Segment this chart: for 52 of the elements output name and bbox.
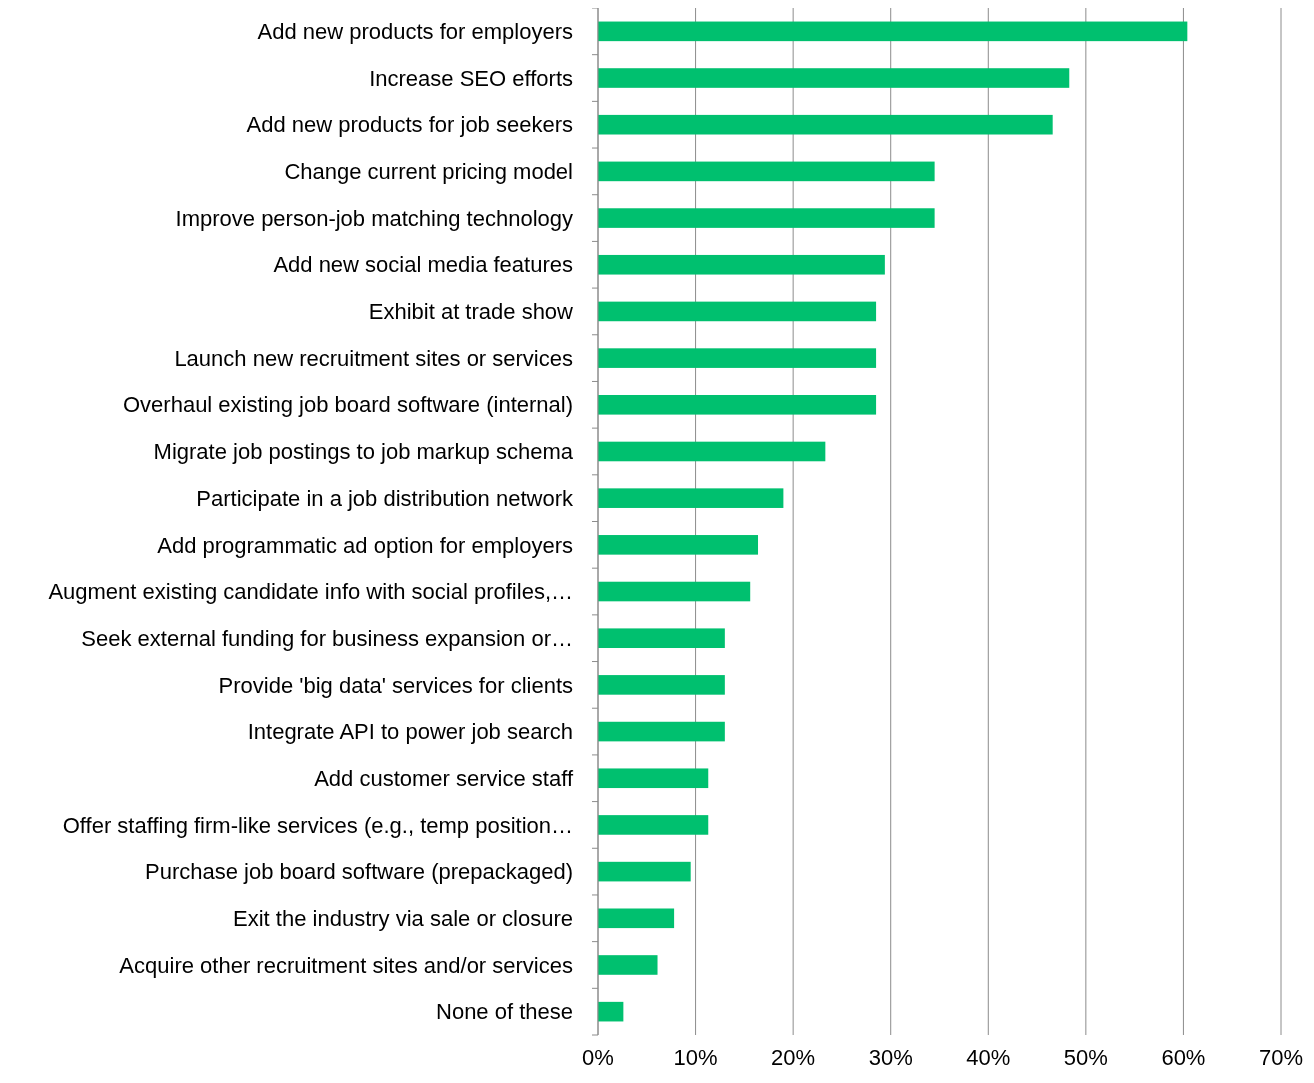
x-tick-label: 50% <box>1063 1045 1108 1070</box>
bar <box>598 581 751 602</box>
y-tick-label: Add new social media features <box>273 252 573 278</box>
y-tick-label: Seek external funding for business expansion or… <box>81 625 573 651</box>
y-tick-label: Increase SEO efforts <box>369 65 573 91</box>
bar <box>598 254 885 275</box>
y-tick-label: Purchase job board software (prepackaged) <box>144 859 573 885</box>
bar <box>598 768 709 789</box>
y-tick-label: Overhaul existing job board software (internal) <box>122 392 573 418</box>
y-tick-label: Provide 'big data' services for clients <box>218 672 573 698</box>
bar <box>598 955 658 975</box>
bar <box>598 628 725 649</box>
bar <box>598 21 1188 42</box>
y-tick-label: Change current pricing model <box>284 159 573 185</box>
y-tick-label: None of these <box>436 999 573 1025</box>
bar <box>598 815 709 835</box>
bar <box>598 208 935 228</box>
y-tick-label: Add programmatic ad option for employers <box>157 532 573 558</box>
y-tick-label: Acquire other recruitment sites and/or services <box>119 952 573 978</box>
y-tick-label: Integrate API to power job search <box>247 719 573 745</box>
bar <box>598 394 877 415</box>
bar <box>598 535 759 555</box>
x-tick-label: 20% <box>771 1045 816 1070</box>
y-tick-label: Exhibit at trade show <box>368 299 574 325</box>
bar <box>598 301 877 322</box>
bar <box>598 161 935 182</box>
y-tick-label: Offer staffing firm-like services (e.g., temp position… <box>62 812 573 838</box>
y-tick-label: Improve person-job matching technology <box>175 205 573 231</box>
bar <box>598 675 725 695</box>
bar <box>598 721 725 742</box>
x-tick-label: 30% <box>868 1045 913 1070</box>
bar <box>598 861 691 882</box>
bar <box>598 348 877 368</box>
y-tick-label: Add new products for employers <box>257 19 573 45</box>
y-tick-label: Augment existing candidate info with social profiles,… <box>48 579 573 605</box>
x-tick-label: 60% <box>1161 1045 1206 1070</box>
x-tick-label: 0% <box>582 1045 614 1070</box>
bar <box>598 1001 624 1022</box>
y-tick-label: Launch new recruitment sites or services <box>174 345 573 371</box>
bar <box>598 488 784 508</box>
x-tick-label: 40% <box>966 1045 1011 1070</box>
x-tick-label: 10% <box>673 1045 718 1070</box>
bar <box>598 441 826 462</box>
x-tick-label: 70% <box>1258 1045 1304 1070</box>
y-tick-label: Add new products for job seekers <box>246 112 573 138</box>
y-tick-label: Exit the industry via sale or closure <box>233 906 573 931</box>
y-tick-label: Add customer service staff <box>314 765 574 791</box>
y-tick-label: Migrate job postings to job markup schema <box>153 439 574 465</box>
bar <box>598 908 675 929</box>
bar <box>598 68 1070 88</box>
y-tick-label: Participate in a job distribution network <box>196 485 574 511</box>
bar <box>598 114 1053 135</box>
